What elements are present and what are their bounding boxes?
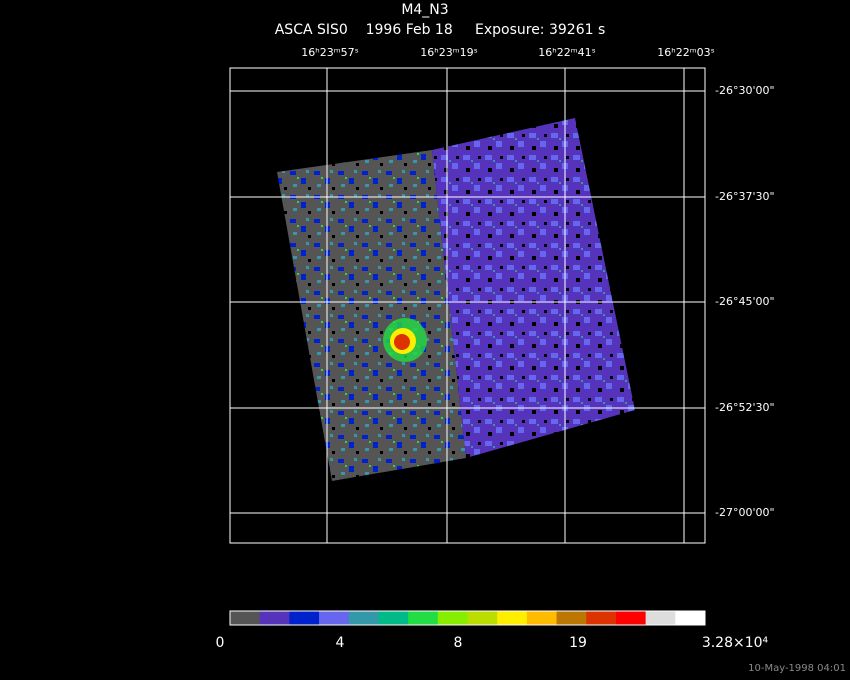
colorbar-label: 4 [336, 635, 345, 651]
ra-label: 16ʰ22ᵐ03ˢ [657, 46, 714, 59]
colorbar-label: 3.28×10⁴ [702, 635, 769, 651]
subtitle: ASCA SIS0 1996 Feb 18 Exposure: 39261 s [275, 22, 606, 38]
colorbar-segment [675, 611, 706, 625]
colorbar-segment [437, 611, 468, 625]
colorbar-segment [586, 611, 617, 625]
source [383, 318, 427, 362]
colorbar-segment [645, 611, 676, 625]
colorbar-segment [408, 611, 439, 625]
colorbar-frame [229, 610, 706, 626]
colorbar-segment [348, 611, 379, 625]
colorbar-segment [615, 611, 647, 625]
colorbar-segment [497, 611, 528, 625]
title: M4_N3 [401, 2, 448, 18]
dec-label: -26°37'30" [715, 190, 775, 203]
dec-label: -26°45'00" [715, 295, 775, 308]
dec-label: -26°30'00" [715, 84, 775, 97]
colorbar [230, 611, 706, 625]
ra-label: 16ʰ23ᵐ57ˢ [301, 46, 358, 59]
dec-label: -27°00'00" [715, 506, 775, 519]
colorbar-label: 8 [454, 635, 463, 651]
colorbar-segment [230, 611, 261, 625]
colorbar-label: 0 [216, 635, 225, 651]
image-left [277, 150, 466, 481]
frame [229, 67, 706, 544]
colorbar-segment [259, 611, 290, 625]
timestamp: 10-May-1998 04:01 [748, 663, 846, 674]
ra-label: 16ʰ22ᵐ41ˢ [538, 46, 595, 59]
colorbar-segment [467, 611, 498, 625]
ra-label: 16ʰ23ᵐ19ˢ [420, 46, 477, 59]
grid [230, 68, 705, 543]
image-right [432, 118, 635, 458]
colorbar-segment [319, 611, 350, 625]
colorbar-segment [378, 611, 409, 625]
colorbar-label: 19 [569, 635, 587, 651]
colorbar-segment [556, 611, 587, 625]
colorbar-segment [526, 611, 558, 625]
colorbar-segment [289, 611, 320, 625]
dec-label: -26°52'30" [715, 401, 775, 414]
